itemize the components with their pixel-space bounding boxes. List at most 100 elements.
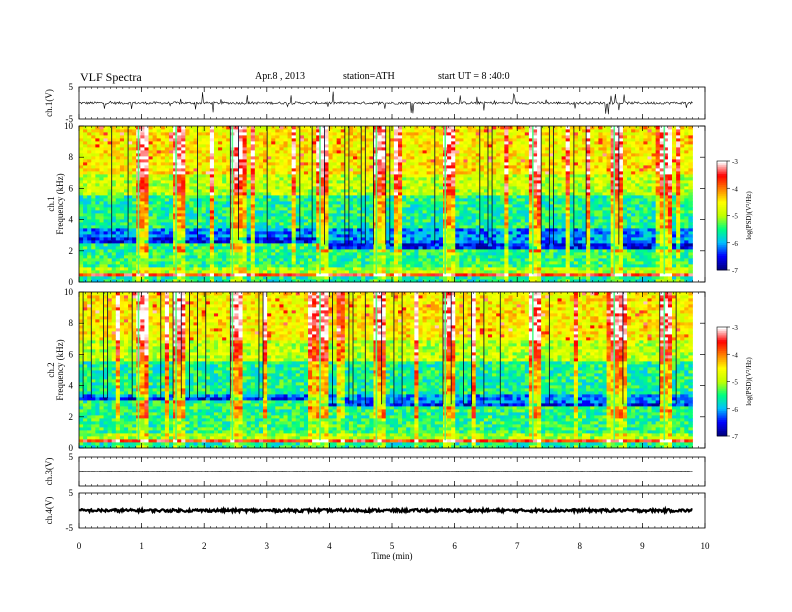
spectrogram-cell (279, 243, 284, 247)
spectrogram-cell (103, 246, 109, 250)
spectrogram-cell (140, 249, 145, 253)
spectrogram-cell (393, 258, 399, 262)
spectrogram-cell (295, 237, 301, 241)
spectrogram-cell (103, 255, 109, 259)
spectrogram-cell (295, 165, 301, 169)
spectrogram-cell (242, 231, 248, 235)
spectrogram-cell (99, 141, 104, 145)
spectrogram-cell (156, 177, 162, 181)
spectrogram-cell (369, 210, 374, 214)
spectrogram-cell (377, 267, 383, 271)
spectrogram-cell (164, 258, 170, 262)
spectrogram-cell (393, 168, 399, 172)
spectrogram-cell (320, 234, 325, 238)
spectrogram-cell (308, 189, 313, 193)
spectrogram-cell (438, 174, 444, 178)
spectrogram-cell (299, 126, 305, 130)
spectrogram-cell (160, 171, 166, 175)
spectrogram-cell (111, 153, 117, 157)
spectrogram-cell (185, 177, 190, 181)
spectrogram-cell (324, 165, 329, 169)
spectrogram-cell (312, 150, 317, 154)
spectrogram-cell (393, 228, 399, 232)
spectrogram-cell (353, 141, 358, 145)
spectrogram-cell (152, 270, 158, 274)
spectrogram-cell (160, 138, 166, 142)
spectrogram-cell (344, 195, 350, 199)
spectrogram-cell (308, 204, 313, 208)
spectrogram-cell (291, 246, 297, 250)
spectrogram-cell (156, 126, 162, 130)
spectrogram-cell (303, 198, 309, 202)
spectrogram-cell (377, 252, 383, 256)
spectrogram-cell (226, 129, 231, 133)
spectrogram-cell (209, 264, 215, 268)
spectrogram-cell (447, 138, 452, 142)
spectrogram-cell (218, 126, 223, 130)
spectrogram-cell (103, 270, 109, 274)
spectrogram-cell (205, 132, 211, 136)
spectrogram-cell (160, 192, 166, 196)
spectrogram-cell (414, 276, 419, 280)
spectrogram-cell (385, 249, 391, 253)
spectrogram-cell (83, 192, 88, 196)
spectrogram-cell (189, 261, 194, 265)
spectrogram-cell (303, 192, 309, 196)
spectrogram-cell (152, 255, 158, 259)
spectrogram-cell (410, 189, 415, 193)
spectrogram-cell (434, 168, 440, 172)
spectrogram-cell (287, 219, 293, 223)
spectrogram-cell (438, 177, 444, 181)
spectrogram-cell (254, 180, 260, 184)
spectrogram-cell (177, 270, 182, 274)
spectrogram-cell (103, 273, 109, 277)
spectrogram-cell (385, 168, 391, 172)
spectrogram-cell (132, 165, 137, 169)
spectrogram-cell (185, 228, 190, 232)
spectrogram-cell (316, 177, 321, 181)
spectrogram-cell (258, 222, 264, 226)
spectrogram-cell (438, 156, 444, 160)
spectrogram-cell (418, 171, 423, 175)
spectrogram-cell (430, 270, 436, 274)
spectrogram-cell (177, 174, 182, 178)
spectrogram-cell (87, 156, 92, 160)
spectrogram-cell (324, 159, 329, 163)
spectrogram-cell (107, 213, 113, 217)
spectrogram-cell (348, 189, 354, 193)
spectrogram-cell (279, 144, 284, 148)
spectrogram-cell (115, 243, 121, 247)
spectrogram-cell (148, 141, 154, 145)
spectrogram-cell (389, 150, 395, 154)
spectrogram-cell (283, 216, 288, 220)
spectrogram-cell (168, 219, 174, 223)
spectrogram-cell (83, 264, 88, 268)
spectrogram-cell (299, 222, 305, 226)
spectrogram-cell (222, 207, 227, 211)
spectrogram-cell (103, 225, 109, 229)
spectrogram-cell (242, 207, 248, 211)
spectrogram-cell (283, 210, 288, 214)
spectrogram-cell (340, 270, 346, 274)
spectrogram-cell (115, 201, 121, 205)
spectrogram-cell (332, 141, 338, 145)
spectrogram-cell (377, 186, 383, 190)
spectrogram-cell (430, 156, 436, 160)
spectrogram-cell (320, 165, 325, 169)
spectrogram-cell (189, 180, 194, 184)
spectrogram-cell (123, 180, 129, 184)
spectrogram-cell (295, 168, 301, 172)
spectrogram-cell (353, 126, 358, 130)
spectrogram-cell (365, 180, 370, 184)
spectrogram-cell (361, 162, 366, 166)
spectrogram-cell (275, 132, 280, 136)
spectrogram-cell (177, 204, 182, 208)
spectrogram-cell (242, 174, 248, 178)
spectrogram-cell (279, 249, 284, 253)
spectrogram-cell (234, 165, 239, 169)
spectrogram-cell (279, 231, 284, 235)
spectrogram-cell (275, 279, 280, 283)
spectrogram-cell (242, 276, 248, 280)
spectrogram-cell (308, 150, 313, 154)
spectrogram-cell (91, 174, 96, 178)
